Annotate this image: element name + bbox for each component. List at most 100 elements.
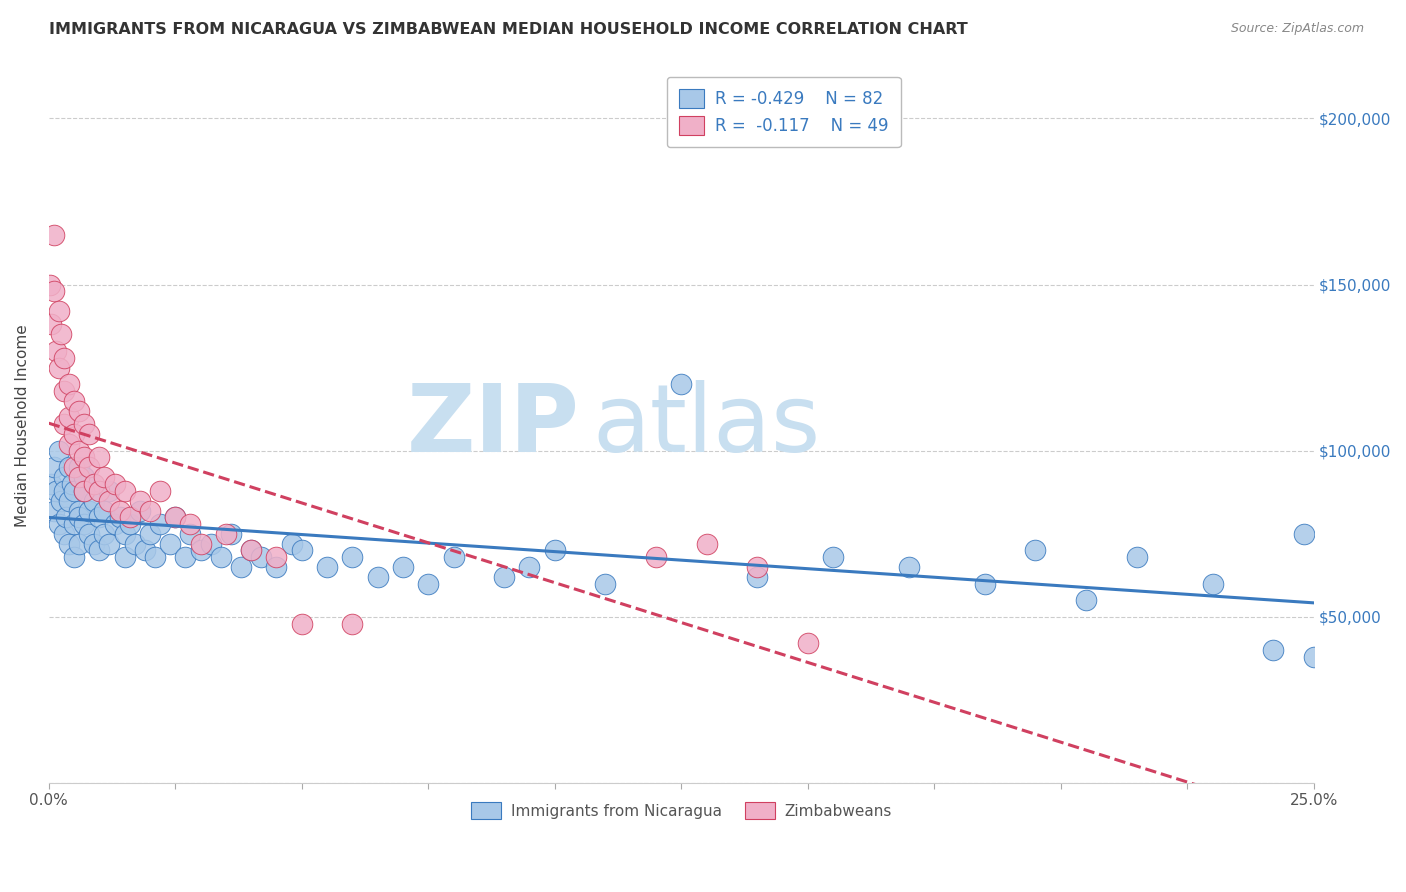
Point — [250, 549, 273, 564]
Point — [67, 460, 90, 475]
Point — [67, 510, 90, 524]
Point — [134, 543, 156, 558]
Point — [1292, 526, 1315, 541]
Point — [89, 510, 111, 524]
Point — [73, 483, 96, 498]
Point — [190, 537, 212, 551]
Point — [190, 543, 212, 558]
Point — [58, 377, 80, 392]
Point — [39, 277, 62, 292]
Point — [51, 493, 73, 508]
Point — [747, 560, 769, 574]
Point — [52, 483, 75, 498]
Text: IMMIGRANTS FROM NICARAGUA VS ZIMBABWEAN MEDIAN HOUSEHOLD INCOME CORRELATION CHAR: IMMIGRANTS FROM NICARAGUA VS ZIMBABWEAN … — [49, 22, 967, 37]
Point — [494, 570, 516, 584]
Point — [671, 377, 693, 392]
Point — [51, 327, 73, 342]
Point — [418, 576, 440, 591]
Point — [63, 427, 86, 442]
Point — [58, 460, 80, 475]
Point — [98, 493, 121, 508]
Point — [443, 549, 465, 564]
Point — [179, 516, 201, 531]
Point — [149, 483, 172, 498]
Point — [73, 470, 96, 484]
Point — [83, 493, 105, 508]
Point — [266, 560, 288, 574]
Point — [39, 477, 62, 491]
Point — [42, 227, 65, 242]
Point — [52, 526, 75, 541]
Point — [266, 549, 288, 564]
Point — [139, 526, 162, 541]
Point — [93, 503, 115, 517]
Point — [98, 537, 121, 551]
Point — [165, 510, 187, 524]
Point — [291, 543, 314, 558]
Point — [45, 344, 67, 359]
Point — [55, 510, 77, 524]
Point — [114, 549, 136, 564]
Point — [280, 537, 302, 551]
Point — [83, 477, 105, 491]
Point — [52, 384, 75, 398]
Point — [48, 516, 70, 531]
Point — [797, 636, 820, 650]
Point — [83, 537, 105, 551]
Point — [1201, 576, 1223, 591]
Point — [1302, 649, 1324, 664]
Point — [63, 483, 86, 498]
Point — [67, 537, 90, 551]
Point — [240, 543, 263, 558]
Point — [747, 570, 769, 584]
Point — [63, 393, 86, 408]
Point — [240, 543, 263, 558]
Point — [645, 549, 668, 564]
Point — [139, 503, 162, 517]
Point — [973, 576, 995, 591]
Point — [103, 516, 125, 531]
Point — [93, 470, 115, 484]
Point — [48, 360, 70, 375]
Point — [114, 526, 136, 541]
Point — [77, 460, 100, 475]
Point — [118, 516, 141, 531]
Point — [63, 549, 86, 564]
Point — [67, 443, 90, 458]
Point — [73, 417, 96, 431]
Point — [367, 570, 389, 584]
Text: ZIP: ZIP — [408, 380, 581, 472]
Point — [392, 560, 415, 574]
Point — [219, 526, 242, 541]
Text: atlas: atlas — [593, 380, 821, 472]
Point — [48, 304, 70, 318]
Point — [73, 516, 96, 531]
Point — [174, 549, 197, 564]
Point — [93, 526, 115, 541]
Point — [52, 351, 75, 365]
Point — [1024, 543, 1046, 558]
Point — [595, 576, 617, 591]
Point — [118, 510, 141, 524]
Point — [58, 410, 80, 425]
Point — [48, 443, 70, 458]
Point — [179, 526, 201, 541]
Point — [1074, 593, 1097, 607]
Point — [128, 493, 150, 508]
Point — [45, 483, 67, 498]
Point — [342, 616, 364, 631]
Point — [60, 477, 83, 491]
Point — [89, 543, 111, 558]
Point — [342, 549, 364, 564]
Y-axis label: Median Household Income: Median Household Income — [15, 325, 30, 527]
Point — [73, 450, 96, 465]
Point — [159, 537, 181, 551]
Point — [39, 318, 62, 332]
Point — [1263, 643, 1285, 657]
Point — [52, 470, 75, 484]
Point — [215, 526, 238, 541]
Point — [73, 483, 96, 498]
Point — [77, 427, 100, 442]
Point — [108, 503, 131, 517]
Point — [98, 483, 121, 498]
